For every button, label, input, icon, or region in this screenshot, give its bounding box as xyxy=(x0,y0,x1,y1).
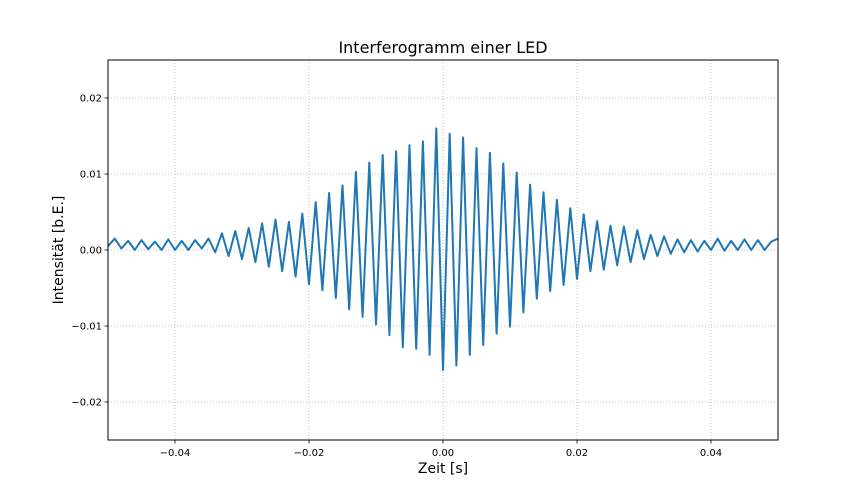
y-tick-label: 0.01 xyxy=(80,170,102,181)
chart-title: Interferogramm einer LED xyxy=(338,38,547,57)
data-layer xyxy=(107,127,779,372)
series-line-0 xyxy=(107,127,779,372)
x-tick-label: −0.02 xyxy=(294,448,325,459)
x-tick-label: 0.02 xyxy=(566,448,588,459)
y-tick-label: 0.02 xyxy=(80,94,102,105)
y-tick-label: −0.01 xyxy=(71,322,102,333)
x-tick-label: 0.00 xyxy=(432,448,454,459)
y-axis-label: Intensität [b.E.] xyxy=(51,196,67,305)
x-axis-label: Zeit [s] xyxy=(418,461,468,477)
tick-layer: −0.04 −0.02 0.00 0.02 0.04 −0.02 −0.01 0.00 0.01… xyxy=(71,94,722,460)
y-tick-label: 0.00 xyxy=(80,246,102,257)
y-tick-label: −0.02 xyxy=(71,398,102,409)
x-tick-label: 0.04 xyxy=(700,448,722,459)
x-tick-label: −0.04 xyxy=(160,448,191,459)
